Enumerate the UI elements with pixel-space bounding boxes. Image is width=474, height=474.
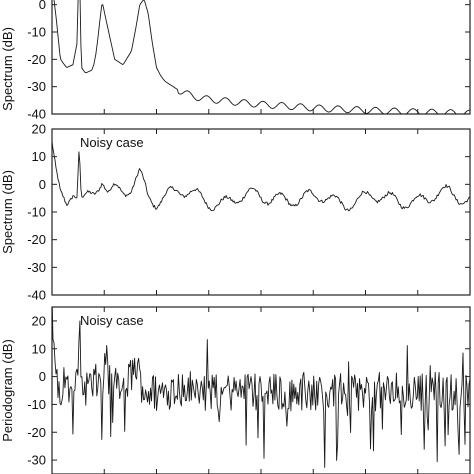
- y-tick-label: 20: [32, 313, 46, 328]
- y-axis-label: Spectrum (dB): [0, 27, 15, 111]
- y-tick-label: -20: [27, 425, 46, 440]
- panel-frame: [51, 0, 471, 115]
- panel-frame: [51, 128, 471, 296]
- y-tick-label: -30: [27, 260, 46, 275]
- y-tick-label: -10: [27, 397, 46, 412]
- annotation-label: Noisy case: [80, 135, 144, 150]
- y-tick-label: -40: [27, 107, 46, 122]
- series-line: [52, 307, 470, 468]
- y-tick-label: -10: [27, 25, 46, 40]
- panel-2: 20 10 0 -10 -20 -30 -40 Spectrum (dB) Noisy case: [0, 122, 471, 303]
- series-line: [52, 141, 470, 212]
- y-tick-label: -40: [27, 288, 46, 303]
- y-tick-label: -20: [27, 232, 46, 247]
- annotation-label: Noisy case: [80, 313, 144, 328]
- y-tick-label: -30: [27, 79, 46, 94]
- y-tick-label: 0: [39, 369, 46, 384]
- y-tick-label: 0: [39, 177, 46, 192]
- y-tick-label: 10: [32, 341, 46, 356]
- y-tick-label: -30: [27, 453, 46, 468]
- y-tick-label: 20: [32, 122, 46, 137]
- y-axis-label: Spectrum (dB): [0, 170, 15, 254]
- y-tick-label: 10: [32, 149, 46, 164]
- panel-3: 20 10 0 -10 -20 -30 Periodogram (dB) Noisy case: [0, 306, 471, 474]
- y-tick-label: 0: [39, 0, 46, 12]
- y-tick-label: -10: [27, 205, 46, 220]
- y-axis-label: Periodogram (dB): [0, 339, 15, 442]
- panel-1: 0 -10 -20 -30 -40 Spectrum (dB): [0, 0, 471, 122]
- y-tick-label: -20: [27, 52, 46, 67]
- series-line: [53, 0, 470, 114]
